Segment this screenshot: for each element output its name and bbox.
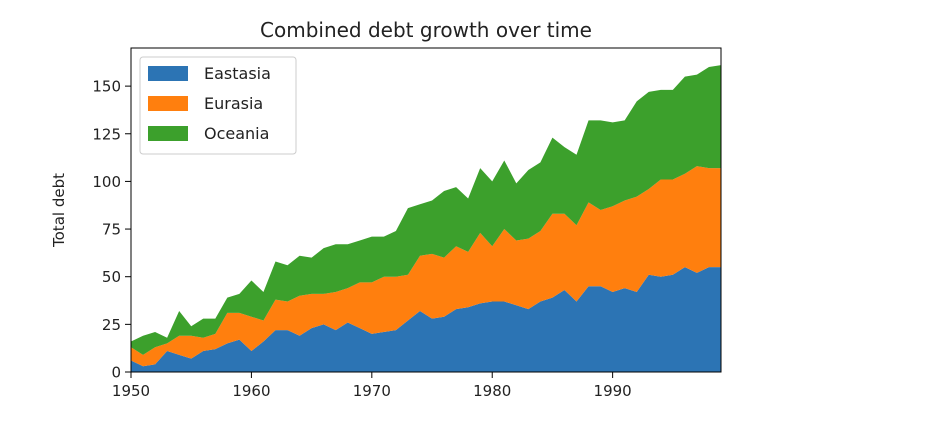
x-tick-label: 1960 — [232, 382, 270, 400]
y-tick-label: 125 — [92, 125, 121, 143]
x-tick-label: 1980 — [473, 382, 511, 400]
y-tick-label: 75 — [102, 221, 121, 239]
legend-label-oceania: Oceania — [204, 124, 269, 143]
area-eastasia — [131, 267, 721, 372]
legend-label-eurasia: Eurasia — [204, 94, 263, 113]
x-tick-label: 1950 — [112, 382, 150, 400]
area-oceania — [131, 65, 721, 355]
area-eurasia — [131, 166, 721, 367]
x-axis: 1950 1960 1970 1980 1990 — [112, 372, 632, 400]
x-tick-label: 1990 — [594, 382, 632, 400]
y-axis-label: Total debt — [50, 173, 68, 248]
legend-swatch-eastasia — [148, 66, 188, 81]
legend: Eastasia Eurasia Oceania — [139, 56, 297, 155]
y-axis: 0 25 50 75 100 125 150 — [92, 78, 131, 382]
plot-frame — [130, 47, 722, 373]
legend-swatch-eurasia — [148, 96, 188, 111]
areas-layer — [131, 65, 721, 372]
legend-label-eastasia: Eastasia — [204, 64, 271, 83]
y-tick-label: 150 — [92, 78, 121, 96]
x-tick-label: 1970 — [353, 382, 391, 400]
chart-title: Combined debt growth over time — [260, 18, 592, 42]
legend-swatch-oceania — [148, 126, 188, 141]
y-tick-label: 25 — [102, 316, 121, 334]
y-tick-label: 100 — [92, 173, 121, 191]
y-tick-label: 0 — [111, 364, 121, 382]
y-tick-label: 50 — [102, 268, 121, 286]
